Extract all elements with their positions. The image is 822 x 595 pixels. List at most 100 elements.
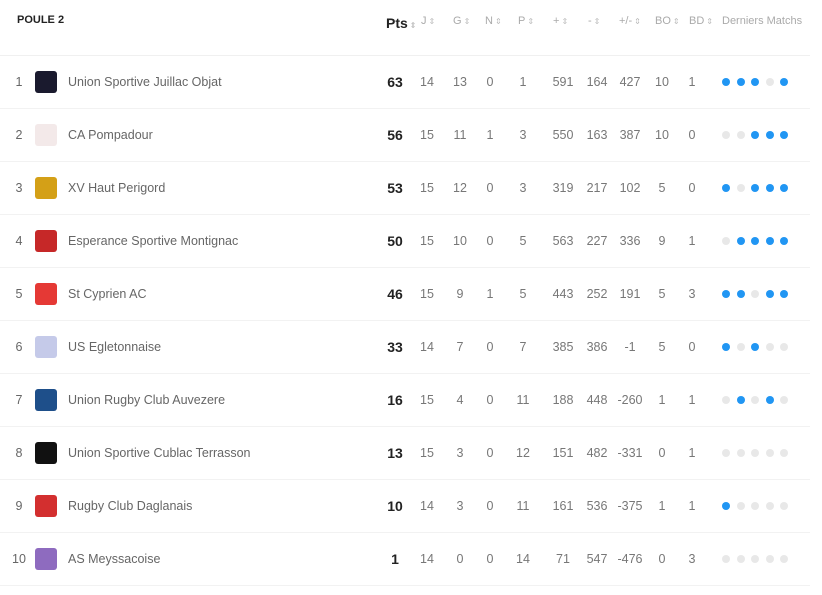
cell-g: 10 [453, 234, 467, 248]
cell-g: 11 [453, 128, 467, 142]
cell-plus: 550 [552, 128, 574, 142]
cell-p: 5 [519, 287, 527, 301]
cell-j: 15 [420, 234, 434, 248]
cell-bd: 0 [688, 181, 696, 195]
table-row[interactable]: 2 CA Pompadour 56 15 11 1 3 550 163 387 10 0 [0, 109, 810, 162]
last-matches [722, 555, 788, 563]
team-name[interactable]: AS Meyssacoise [68, 552, 161, 566]
column-header-label: J [421, 15, 427, 27]
table-row[interactable]: 7 Union Rugby Club Auvezere 16 15 4 0 11 188 44… [0, 374, 810, 427]
win-dot-icon [736, 290, 745, 298]
table-row[interactable]: 5 St Cyprien AC 46 15 9 1 5 443 252 191 5 3 [0, 268, 810, 321]
other-dot-icon [722, 555, 730, 563]
cell-bd: 0 [688, 340, 696, 354]
cell-bo: 5 [658, 340, 666, 354]
cell-p: 11 [516, 499, 530, 513]
cell-n: 0 [486, 181, 494, 195]
rank: 6 [15, 340, 23, 354]
other-dot-icon [722, 131, 730, 139]
table-row[interactable]: 10 AS Meyssacoise 1 14 0 0 14 71 547 -476 0 3 [0, 533, 810, 586]
sort-icon: ⇕ [706, 17, 713, 26]
cell-plus: 319 [552, 181, 574, 195]
team-name[interactable]: CA Pompadour [68, 128, 153, 142]
cell-j: 15 [420, 287, 434, 301]
column-header-4[interactable]: P ⇕ [518, 15, 534, 27]
cell-pts: 1 [391, 551, 399, 567]
cell-p: 14 [516, 552, 530, 566]
last-matches [722, 237, 788, 245]
column-header-0[interactable]: Pts ⇕ [386, 15, 417, 31]
column-header-3[interactable]: N ⇕ [485, 15, 502, 27]
table-row[interactable]: 6 US Egletonnaise 33 14 7 0 7 385 386 -1 5 0 [0, 321, 810, 374]
cell-minus: 217 [586, 181, 608, 195]
team-logo-icon [35, 71, 57, 93]
other-dot-icon [765, 449, 774, 457]
cell-pts: 16 [387, 392, 403, 408]
sort-icon: ⇕ [494, 17, 502, 26]
cell-p: 7 [519, 340, 527, 354]
column-header-10[interactable]: Derniers Matchs [722, 15, 802, 27]
team-name[interactable]: Union Sportive Cublac Terrasson [68, 446, 251, 460]
column-header-2[interactable]: G ⇕ [453, 15, 470, 27]
cell-pts: 63 [387, 74, 403, 90]
win-dot-icon [722, 78, 730, 86]
table-row[interactable]: 9 Rugby Club Daglanais 10 14 3 0 11 161 536 -375… [0, 480, 810, 533]
cell-plus: 161 [552, 499, 574, 513]
column-header-6[interactable]: - ⇕ [588, 15, 600, 27]
table-row[interactable]: 3 XV Haut Perigord 53 15 12 0 3 319 217 102 5 0 [0, 162, 810, 215]
team-name[interactable]: St Cyprien AC [68, 287, 147, 301]
cell-bd: 3 [688, 287, 696, 301]
team-name[interactable]: XV Haut Perigord [68, 181, 166, 195]
column-header-9[interactable]: BD ⇕ [689, 15, 713, 27]
column-header-5[interactable]: + ⇕ [553, 15, 568, 27]
last-matches [722, 131, 788, 139]
cell-plus: 188 [552, 393, 574, 407]
other-dot-icon [736, 502, 745, 510]
other-dot-icon [751, 449, 759, 457]
cell-plus: 591 [552, 75, 574, 89]
cell-bo: 10 [655, 128, 669, 142]
team-logo-icon [35, 548, 57, 570]
table-row[interactable]: 4 Esperance Sportive Montignac 50 15 10 0 5 56… [0, 215, 810, 268]
other-dot-icon [751, 555, 759, 563]
win-dot-icon [736, 237, 745, 245]
cell-bo: 5 [658, 181, 666, 195]
win-dot-icon [780, 237, 788, 245]
cell-n: 0 [486, 340, 494, 354]
rank: 9 [15, 499, 23, 513]
column-header-1[interactable]: J ⇕ [421, 15, 435, 27]
rank: 7 [15, 393, 23, 407]
column-header-7[interactable]: +/- ⇕ [619, 15, 641, 27]
other-dot-icon [736, 131, 745, 139]
cell-g: 3 [456, 499, 464, 513]
other-dot-icon [736, 449, 745, 457]
other-dot-icon [780, 449, 788, 457]
cell-j: 15 [420, 181, 434, 195]
cell-p: 1 [519, 75, 527, 89]
cell-p: 12 [516, 446, 530, 460]
sort-icon: ⇕ [672, 17, 680, 26]
table-row[interactable]: 1 Union Sportive Juillac Objat 63 14 13 0 1 59… [0, 56, 810, 109]
last-matches [722, 396, 788, 404]
column-header-8[interactable]: BO ⇕ [655, 15, 680, 27]
team-name[interactable]: Union Sportive Juillac Objat [68, 75, 222, 89]
rank: 3 [15, 181, 23, 195]
team-name[interactable]: Esperance Sportive Montignac [68, 234, 239, 248]
column-header-label: N [485, 15, 493, 27]
win-dot-icon [765, 396, 774, 404]
sort-icon: ⇕ [409, 21, 417, 30]
team-name[interactable]: Rugby Club Daglanais [68, 499, 193, 513]
column-header-label: + [553, 15, 560, 27]
column-header-label: BD [689, 15, 705, 27]
team-name[interactable]: Union Rugby Club Auvezere [68, 393, 226, 407]
win-dot-icon [751, 78, 759, 86]
cell-diff: 427 [619, 75, 641, 89]
team-logo-icon [35, 124, 57, 146]
team-name[interactable]: US Egletonnaise [68, 340, 162, 354]
table-row[interactable]: 8 Union Sportive Cublac Terrasson 13 15 3 0 1… [0, 427, 810, 480]
last-matches [722, 449, 788, 457]
other-dot-icon [780, 502, 788, 510]
cell-bd: 1 [688, 499, 696, 513]
other-dot-icon [722, 449, 730, 457]
column-header-label: P [518, 15, 526, 27]
